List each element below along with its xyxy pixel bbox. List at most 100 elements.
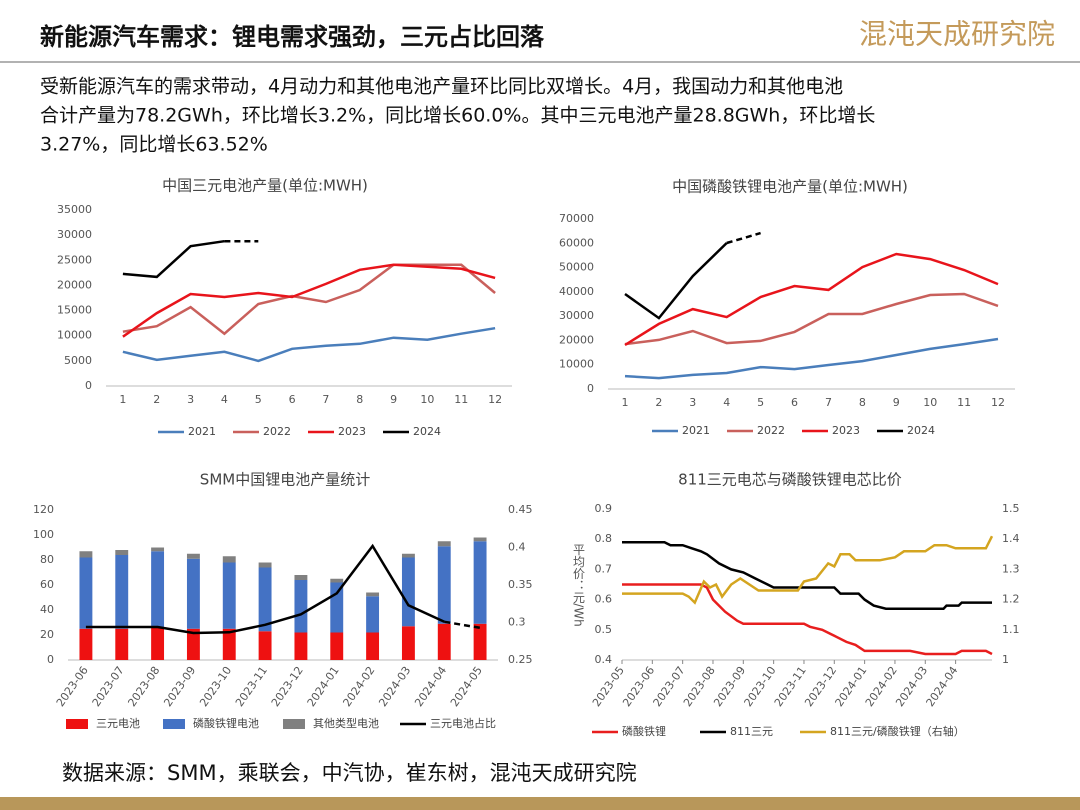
legend-label: 三元电池占比 [430, 716, 496, 730]
x-tick-label: 2023-08 [125, 664, 162, 709]
y-tick-label: 0.5 [595, 623, 613, 636]
legend-label: 2023 [832, 424, 860, 437]
summary-line: 合计产量为78.2GWh，环比增长3.2%，同比增长60.0%。其中三元电池产量… [40, 105, 875, 127]
series-line [122, 263, 496, 336]
y2-tick-label: 0.45 [508, 503, 533, 516]
x-tick-label: 10 [420, 393, 434, 406]
legend-label: 三元电池 [96, 717, 140, 730]
bar-segment [473, 541, 487, 624]
y2-tick-label: 1.2 [1002, 593, 1020, 606]
x-tick-label: 9 [893, 396, 900, 409]
series-line [122, 326, 496, 363]
y-tick-label: 5000 [64, 354, 92, 367]
bar-segment [151, 627, 165, 660]
series-line [624, 252, 999, 347]
y-tick-label: 15000 [57, 304, 92, 317]
bar-segment [258, 631, 272, 660]
series-line [622, 535, 994, 605]
x-tick-label: 6 [289, 393, 296, 406]
y-tick-label: 40 [40, 603, 54, 616]
chart-title: 811三元电芯与磷酸铁锂电芯比价 [678, 471, 902, 489]
series-line [122, 239, 225, 279]
y2-tick-label: 1 [1002, 653, 1009, 666]
legend-swatch [66, 719, 88, 729]
x-tick-label: 5 [757, 396, 764, 409]
y-tick-label: 0.7 [595, 562, 613, 575]
bar-segment [294, 580, 308, 633]
bar-segment [401, 553, 415, 558]
y-tick-label: 20000 [559, 333, 594, 346]
chart-title: SMM中国锂电池产量统计 [200, 471, 370, 489]
bar-segment [401, 626, 415, 660]
x-tick-label: 8 [859, 396, 866, 409]
x-tick-label: 2 [153, 393, 160, 406]
bar-segment [366, 592, 380, 597]
y-tick-label: 0.9 [595, 502, 613, 515]
series-line [624, 242, 728, 320]
chart-title: 中国磷酸铁锂电池产量(单位:MWH) [672, 178, 908, 196]
legend-swatch [163, 719, 185, 729]
legend-label: 811三元 [730, 725, 773, 738]
series-line [624, 292, 999, 346]
bar-segment [115, 550, 129, 555]
x-tick-label: 7 [322, 393, 329, 406]
footer-bar [0, 797, 1080, 810]
bar-segment [115, 628, 129, 660]
slide-title: 新能源汽车需求：锂电需求强劲，三元占比回落 [40, 23, 545, 51]
bar-segment [258, 562, 272, 568]
x-tick-label: 3 [187, 393, 194, 406]
y-tick-label: 60 [40, 578, 54, 591]
bar-segment [473, 537, 487, 542]
y2-tick-label: 0.4 [508, 541, 526, 554]
bar-segment [330, 632, 344, 660]
y-tick-label: 100 [33, 528, 54, 541]
bar-segment [151, 551, 165, 628]
legend-label: 2022 [263, 425, 291, 438]
y-tick-label: 40000 [559, 285, 594, 298]
x-tick-label: 7 [825, 396, 832, 409]
x-tick-label: 1 [621, 396, 628, 409]
y-tick-label: 0 [47, 653, 54, 666]
y-tick-label: 0.4 [595, 653, 613, 666]
legend-label: 2024 [907, 424, 935, 437]
bar-segment [222, 562, 236, 629]
x-tick-label: 11 [454, 393, 468, 406]
bar-segment [366, 632, 380, 660]
x-tick-label: 2 [655, 396, 662, 409]
bar-segment [186, 628, 200, 660]
y-tick-label: 30000 [57, 228, 92, 241]
bar-segment [222, 556, 236, 563]
bar-segment [437, 623, 451, 660]
legend-label: 磷酸铁锂电池 [193, 716, 259, 730]
series-line [624, 337, 999, 380]
x-tick-label: 10 [923, 396, 937, 409]
legend-label: 2023 [338, 425, 366, 438]
y2-tick-label: 1.1 [1002, 623, 1020, 636]
x-tick-label: 6 [791, 396, 798, 409]
x-tick-label: 2023-10 [197, 664, 234, 709]
y-tick-label: 25000 [57, 253, 92, 266]
chart-title: 中国三元电池产量(单位:MWH) [162, 177, 368, 195]
y-tick-label: 30000 [559, 309, 594, 322]
legend-label: 2021 [188, 425, 216, 438]
x-tick-label: 8 [356, 393, 363, 406]
y-tick-label: 50000 [559, 261, 594, 274]
y-tick-label: 80 [40, 553, 54, 566]
series-line [622, 540, 992, 610]
x-tick-label: 5 [255, 393, 262, 406]
y-tick-label: 70000 [559, 212, 594, 225]
source: 数据来源：SMM，乘联会，中汽协，崔东树，混沌天成研究院 [62, 761, 637, 785]
bar-segment [330, 582, 344, 633]
legend-label: 2021 [682, 424, 710, 437]
logo: 混沌天成研究院 [859, 18, 1055, 51]
series-line [122, 263, 496, 338]
bar-segment [401, 557, 415, 627]
y2-tick-label: 1.4 [1002, 532, 1020, 545]
x-tick-label: 2024-03 [376, 664, 413, 709]
bar-segment [79, 557, 93, 629]
y2-tick-label: 1.5 [1002, 502, 1020, 515]
x-tick-label: 9 [390, 393, 397, 406]
legend-swatch [283, 719, 305, 729]
x-tick-label: 2023-11 [233, 664, 270, 709]
y-axis-label: 平均价：元/Wh [572, 543, 586, 627]
